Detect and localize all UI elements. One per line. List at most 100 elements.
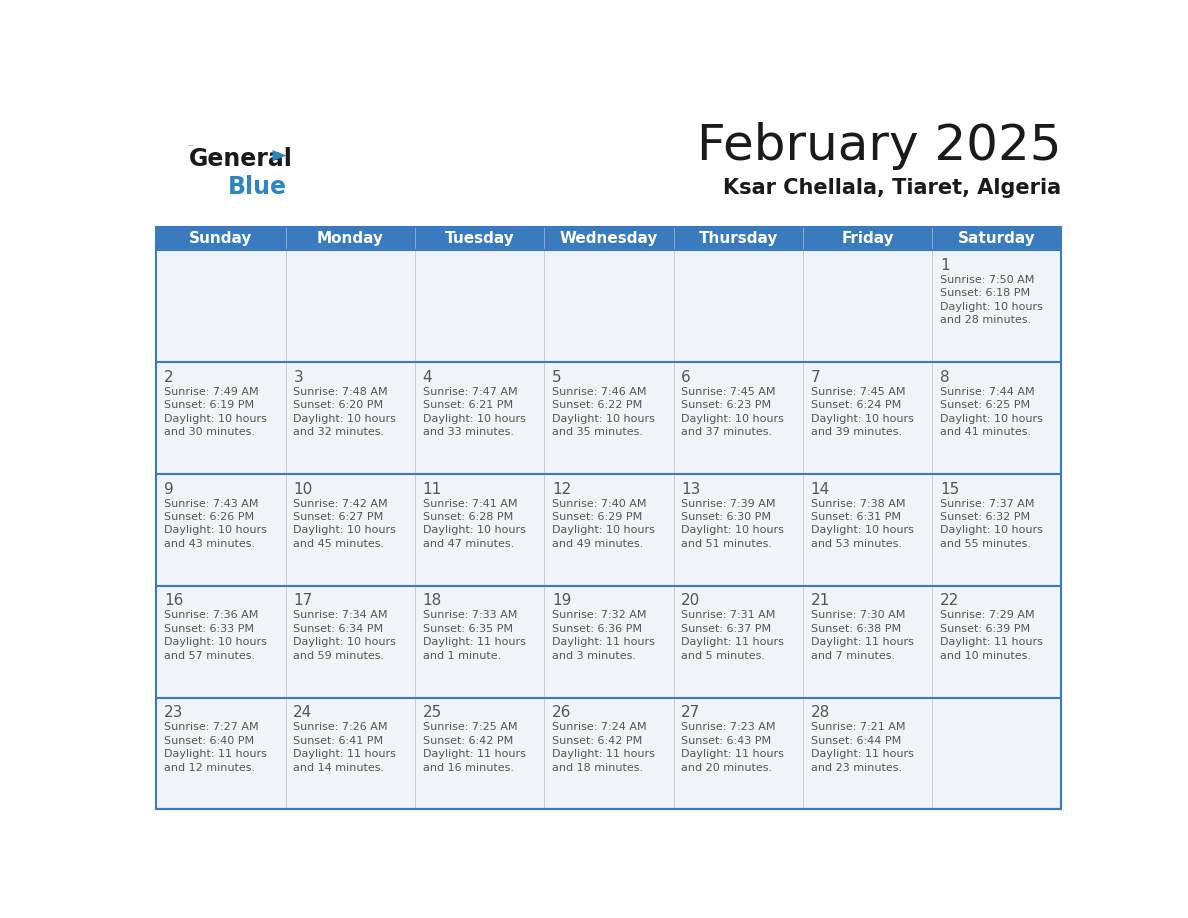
Text: 3: 3 (293, 370, 303, 385)
Text: Sunrise: 7:30 AM: Sunrise: 7:30 AM (810, 610, 905, 621)
Text: 12: 12 (552, 482, 571, 497)
Text: 16: 16 (164, 593, 183, 609)
Text: Saturday: Saturday (958, 231, 1036, 246)
Text: and 23 minutes.: and 23 minutes. (810, 763, 902, 773)
Text: Daylight: 10 hours: Daylight: 10 hours (423, 525, 525, 535)
Text: Thursday: Thursday (699, 231, 778, 246)
Text: and 5 minutes.: and 5 minutes. (681, 651, 765, 661)
Text: Daylight: 11 hours: Daylight: 11 hours (423, 637, 525, 647)
Bar (157, 227, 1061, 251)
Text: Sunset: 6:31 PM: Sunset: 6:31 PM (810, 512, 901, 522)
Text: 4: 4 (423, 370, 432, 385)
Text: and 55 minutes.: and 55 minutes. (940, 539, 1031, 549)
Text: 22: 22 (940, 593, 959, 609)
Text: Sunset: 6:28 PM: Sunset: 6:28 PM (423, 512, 513, 522)
Text: 2: 2 (164, 370, 173, 385)
Text: Sunrise: 7:38 AM: Sunrise: 7:38 AM (810, 498, 905, 509)
Text: Daylight: 10 hours: Daylight: 10 hours (164, 525, 267, 535)
Text: 27: 27 (681, 705, 701, 721)
Text: 10: 10 (293, 482, 312, 497)
Text: Sunrise: 7:37 AM: Sunrise: 7:37 AM (940, 498, 1035, 509)
Text: Daylight: 11 hours: Daylight: 11 hours (423, 749, 525, 759)
Text: 6: 6 (681, 370, 691, 385)
Text: Sunrise: 7:34 AM: Sunrise: 7:34 AM (293, 610, 387, 621)
Text: 13: 13 (681, 482, 701, 497)
Text: Sunrise: 7:39 AM: Sunrise: 7:39 AM (681, 498, 776, 509)
Text: Sunrise: 7:47 AM: Sunrise: 7:47 AM (423, 386, 517, 397)
Text: Sunrise: 7:43 AM: Sunrise: 7:43 AM (164, 498, 259, 509)
Text: and 7 minutes.: and 7 minutes. (810, 651, 895, 661)
Text: Sunset: 6:42 PM: Sunset: 6:42 PM (423, 735, 513, 745)
Text: Sunset: 6:30 PM: Sunset: 6:30 PM (681, 512, 771, 522)
Text: 26: 26 (552, 705, 571, 721)
Text: Sunset: 6:39 PM: Sunset: 6:39 PM (940, 624, 1030, 633)
Text: Sunrise: 7:25 AM: Sunrise: 7:25 AM (423, 722, 517, 733)
Text: Sunrise: 7:23 AM: Sunrise: 7:23 AM (681, 722, 776, 733)
Text: 1: 1 (940, 258, 949, 273)
Text: Sunrise: 7:36 AM: Sunrise: 7:36 AM (164, 610, 258, 621)
Text: Monday: Monday (317, 231, 384, 246)
Text: 17: 17 (293, 593, 312, 609)
Bar (157, 227, 1061, 810)
Text: Daylight: 11 hours: Daylight: 11 hours (681, 749, 784, 759)
Text: and 53 minutes.: and 53 minutes. (810, 539, 902, 549)
Text: Sunrise: 7:48 AM: Sunrise: 7:48 AM (293, 386, 388, 397)
Text: Sunset: 6:27 PM: Sunset: 6:27 PM (293, 512, 384, 522)
Text: and 30 minutes.: and 30 minutes. (164, 427, 255, 437)
Text: Sunrise: 7:24 AM: Sunrise: 7:24 AM (552, 722, 646, 733)
Text: and 41 minutes.: and 41 minutes. (940, 427, 1031, 437)
Text: Sunrise: 7:45 AM: Sunrise: 7:45 AM (681, 386, 776, 397)
Text: Sunrise: 7:46 AM: Sunrise: 7:46 AM (552, 386, 646, 397)
Text: and 45 minutes.: and 45 minutes. (293, 539, 385, 549)
Text: 14: 14 (810, 482, 830, 497)
Text: and 3 minutes.: and 3 minutes. (552, 651, 636, 661)
Text: Wednesday: Wednesday (560, 231, 658, 246)
Text: Sunset: 6:25 PM: Sunset: 6:25 PM (940, 400, 1030, 410)
Text: Daylight: 10 hours: Daylight: 10 hours (552, 414, 655, 424)
Text: and 47 minutes.: and 47 minutes. (423, 539, 514, 549)
Text: Sunrise: 7:21 AM: Sunrise: 7:21 AM (810, 722, 905, 733)
Text: and 20 minutes.: and 20 minutes. (681, 763, 772, 773)
Text: 21: 21 (810, 593, 830, 609)
Bar (157, 698, 1061, 810)
Text: Daylight: 11 hours: Daylight: 11 hours (164, 749, 267, 759)
Bar (157, 474, 1061, 586)
Text: Sunset: 6:43 PM: Sunset: 6:43 PM (681, 735, 771, 745)
Text: and 39 minutes.: and 39 minutes. (810, 427, 902, 437)
Text: Sunset: 6:22 PM: Sunset: 6:22 PM (552, 400, 643, 410)
Text: Daylight: 10 hours: Daylight: 10 hours (293, 414, 396, 424)
Text: Sunrise: 7:26 AM: Sunrise: 7:26 AM (293, 722, 387, 733)
Text: and 10 minutes.: and 10 minutes. (940, 651, 1031, 661)
Text: February: February (189, 144, 195, 146)
Text: Sunrise: 7:32 AM: Sunrise: 7:32 AM (552, 610, 646, 621)
Text: and 37 minutes.: and 37 minutes. (681, 427, 772, 437)
Text: Daylight: 10 hours: Daylight: 10 hours (940, 414, 1043, 424)
Text: 24: 24 (293, 705, 312, 721)
Text: Sunset: 6:33 PM: Sunset: 6:33 PM (164, 624, 254, 633)
Text: Daylight: 11 hours: Daylight: 11 hours (810, 749, 914, 759)
Text: 11: 11 (423, 482, 442, 497)
Text: Sunset: 6:20 PM: Sunset: 6:20 PM (293, 400, 384, 410)
Text: and 35 minutes.: and 35 minutes. (552, 427, 643, 437)
Text: and 1 minute.: and 1 minute. (423, 651, 501, 661)
Text: 23: 23 (164, 705, 183, 721)
Text: and 14 minutes.: and 14 minutes. (293, 763, 385, 773)
Text: Sunset: 6:34 PM: Sunset: 6:34 PM (293, 624, 384, 633)
Text: Daylight: 10 hours: Daylight: 10 hours (423, 414, 525, 424)
Text: Sunrise: 7:41 AM: Sunrise: 7:41 AM (423, 498, 517, 509)
Text: Daylight: 11 hours: Daylight: 11 hours (552, 637, 655, 647)
Bar (157, 251, 1061, 362)
Text: Sunrise: 7:45 AM: Sunrise: 7:45 AM (810, 386, 905, 397)
Text: 18: 18 (423, 593, 442, 609)
Text: and 59 minutes.: and 59 minutes. (293, 651, 385, 661)
Text: February 2025: February 2025 (697, 122, 1061, 170)
Text: Daylight: 10 hours: Daylight: 10 hours (681, 414, 784, 424)
Text: and 33 minutes.: and 33 minutes. (423, 427, 513, 437)
Text: Blue: Blue (228, 174, 286, 199)
Text: and 16 minutes.: and 16 minutes. (423, 763, 513, 773)
Text: Sunday: Sunday (189, 231, 253, 246)
Bar (157, 362, 1061, 474)
Text: Daylight: 11 hours: Daylight: 11 hours (681, 637, 784, 647)
Text: Daylight: 10 hours: Daylight: 10 hours (164, 637, 267, 647)
Text: Sunset: 6:21 PM: Sunset: 6:21 PM (423, 400, 513, 410)
